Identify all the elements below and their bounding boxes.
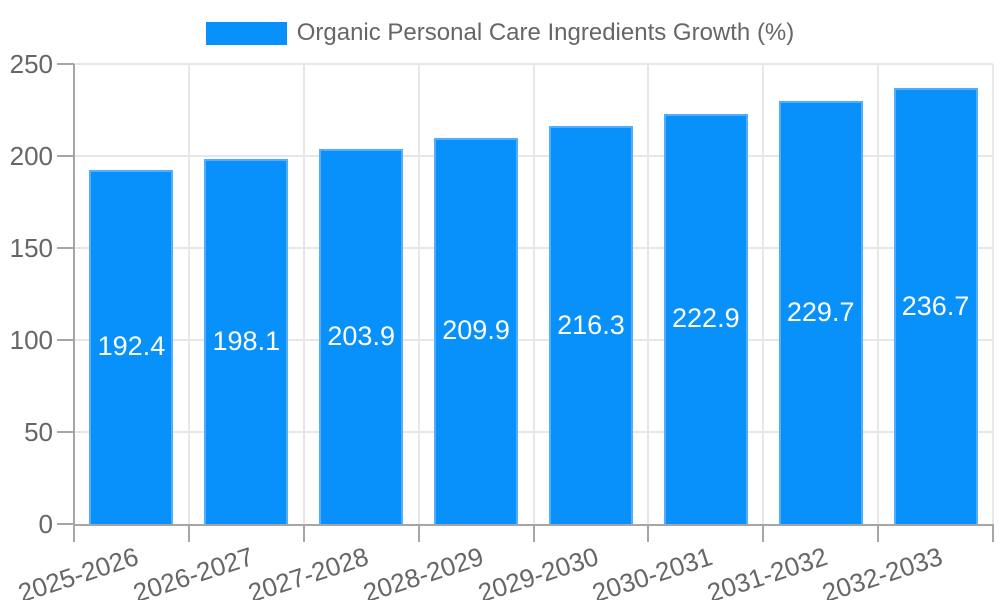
x-tick: [417, 526, 420, 542]
bar: [89, 169, 174, 524]
y-tick: [57, 431, 74, 433]
v-gridline: [187, 64, 190, 524]
v-gridline: [992, 64, 994, 524]
x-tick: [877, 526, 880, 542]
x-tick: [302, 526, 305, 542]
chart-legend: Organic Personal Care Ingredients Growth…: [0, 19, 1000, 47]
x-tick: [532, 526, 535, 542]
legend-color-swatch: [205, 21, 287, 45]
x-tick: [992, 526, 994, 542]
bar: [663, 113, 748, 524]
y-axis-label: 0: [38, 509, 53, 539]
bar-value-label: 198.1: [212, 326, 281, 357]
y-tick: [57, 155, 74, 157]
x-axis-label: 2027-2028: [244, 541, 372, 600]
v-gridline: [762, 64, 765, 524]
x-axis-label: 2026-2027: [129, 541, 257, 600]
bar-value-label: 216.3: [557, 309, 625, 340]
bar: [204, 159, 289, 524]
v-gridline: [417, 64, 420, 524]
y-tick: [57, 523, 74, 525]
bar-value-label: 236.7: [901, 290, 970, 321]
y-axis-label: 250: [9, 49, 53, 79]
y-tick: [57, 339, 74, 341]
y-axis-label: 50: [24, 417, 53, 447]
bar: [548, 126, 633, 524]
x-tick: [187, 526, 190, 542]
x-axis-label: 2028-2029: [359, 541, 487, 600]
x-tick: [762, 526, 765, 542]
bar: [778, 101, 863, 524]
x-axis-label: 2025-2026: [14, 541, 143, 600]
x-axis-label: 2031-2032: [703, 541, 832, 600]
v-gridline: [532, 64, 535, 524]
bar: [893, 88, 978, 524]
y-axis-label: 200: [9, 141, 53, 171]
x-axis-label: 2030-2031: [588, 541, 717, 600]
v-gridline: [647, 64, 650, 524]
y-axis-line: [73, 64, 75, 526]
bar-value-label: 203.9: [327, 320, 395, 351]
bar-value-label: 209.9: [442, 315, 510, 346]
x-axis-line: [73, 524, 994, 526]
v-gridline: [302, 64, 305, 524]
bar-value-label: 222.9: [672, 303, 740, 334]
x-tick: [647, 526, 650, 542]
x-axis-label: 2032-2033: [818, 541, 947, 600]
bar: [434, 137, 519, 524]
legend-label: Organic Personal Care Ingredients Growth…: [296, 19, 795, 46]
bar: [319, 148, 404, 524]
v-gridline: [877, 64, 880, 524]
x-axis-label: 2029-2030: [474, 541, 602, 600]
y-tick: [57, 247, 74, 249]
bar-value-label: 229.7: [786, 297, 855, 328]
y-tick: [57, 63, 74, 65]
y-axis-label: 100: [9, 325, 53, 355]
y-axis-label: 150: [9, 233, 53, 263]
bar-value-label: 192.4: [97, 331, 166, 362]
x-tick: [73, 526, 75, 542]
